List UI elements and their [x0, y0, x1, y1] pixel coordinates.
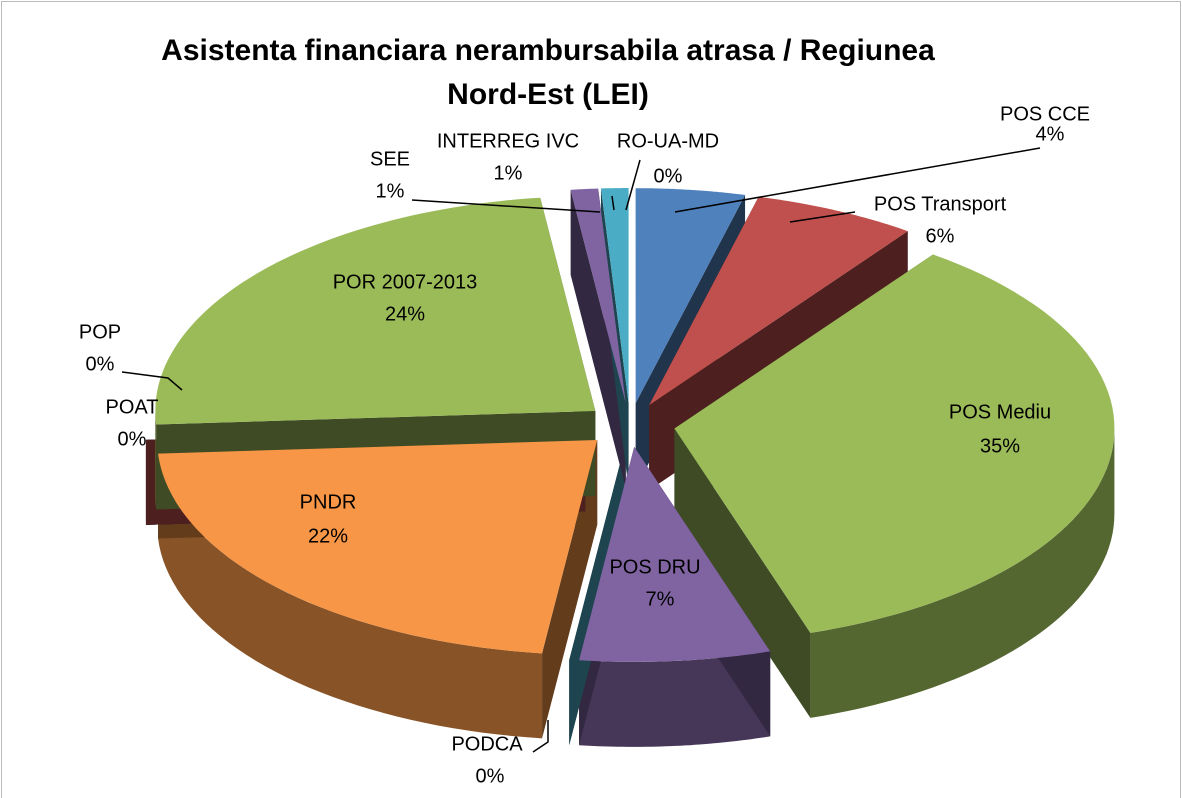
- leader-lines: [121, 147, 1041, 753]
- category-label: POS DRU: [609, 556, 700, 578]
- slice-side: [579, 651, 771, 747]
- leader-line: [411, 199, 601, 213]
- category-label: POS Mediu: [949, 401, 1051, 423]
- category-label: SEE: [370, 148, 410, 170]
- data-label: 0%: [118, 428, 147, 450]
- data-label: 6%: [926, 225, 955, 247]
- slice: [579, 446, 771, 662]
- data-label: 1%: [494, 162, 523, 184]
- category-label: POS Transport: [874, 193, 1007, 215]
- category-label: PODCA: [451, 733, 523, 755]
- data-label: 0%: [476, 765, 505, 787]
- leader-line: [611, 195, 615, 211]
- leader-line: [789, 211, 856, 223]
- slice: [649, 196, 908, 406]
- slice-side: [158, 453, 542, 739]
- data-label: 0%: [86, 353, 115, 375]
- slice: [155, 197, 596, 425]
- slice: [635, 188, 746, 404]
- data-label: 22%: [308, 525, 348, 547]
- chart-title: Asistenta financiara nerambursabila atra…: [161, 34, 935, 67]
- slice-edge: [674, 428, 811, 718]
- leader-line: [121, 371, 183, 391]
- leader-line: [625, 159, 641, 211]
- slice: [674, 254, 1115, 633]
- data-label: 4%: [1036, 123, 1065, 145]
- category-label: POS CCE: [1000, 103, 1090, 125]
- category-label: POAT: [106, 396, 159, 418]
- category-label: PNDR: [300, 491, 357, 513]
- slice: [601, 188, 629, 404]
- data-label: 0%: [654, 165, 683, 187]
- data-label: 24%: [385, 303, 425, 325]
- data-label: 1%: [376, 180, 405, 202]
- leader-line: [674, 147, 1041, 213]
- category-label: POP: [79, 321, 121, 343]
- pie: [145, 188, 1115, 747]
- leader-line: [532, 720, 549, 753]
- slice-side: [155, 411, 157, 510]
- slice-side: [810, 428, 1115, 718]
- slice: [158, 440, 598, 654]
- slice-tops: [146, 188, 1115, 662]
- category-label: INTERREG IVC: [437, 130, 579, 152]
- slice-edge: [570, 189, 626, 489]
- category-label: POR 2007-2013: [333, 271, 478, 293]
- category-label: RO-UA-MD: [617, 130, 719, 152]
- data-label: 7%: [646, 588, 675, 610]
- slice: [570, 188, 626, 404]
- data-label: 35%: [980, 435, 1020, 457]
- chart-title: Nord-Est (LEI): [447, 78, 649, 111]
